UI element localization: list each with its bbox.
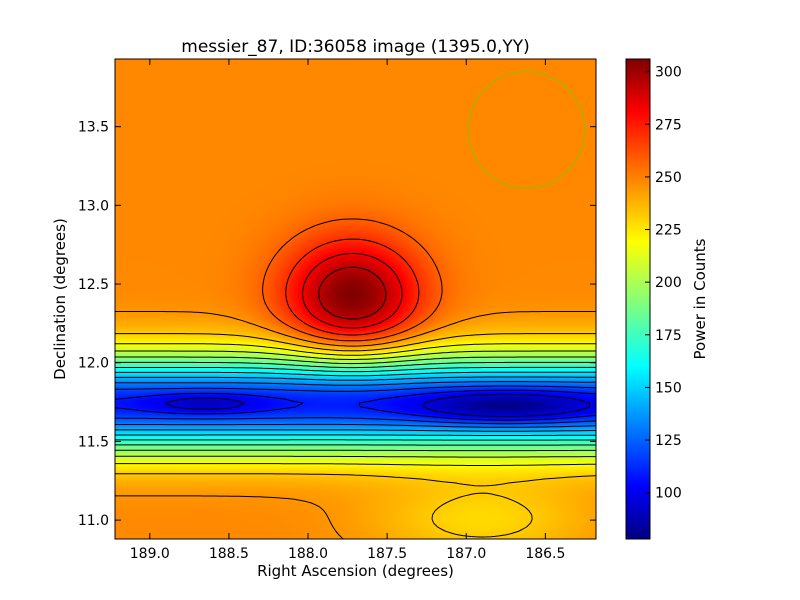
marker-circle: [467, 70, 586, 189]
colorbar-tick-label: 250: [655, 170, 682, 186]
y-tick-label: 11.0: [78, 513, 109, 529]
contour-path: [115, 218, 596, 539]
colorbar-gradient: [625, 58, 651, 540]
y-tick-label: 12.0: [78, 356, 109, 372]
x-tick-label: 186.5: [525, 546, 565, 562]
colorbar-tick-label: 225: [655, 223, 682, 239]
contour-lines: [115, 218, 596, 539]
colorbar-tick-label: 125: [655, 433, 682, 449]
colorbar-tick-label: 175: [655, 328, 682, 344]
plot-frame: [114, 58, 597, 540]
colorbar-tick-label: 300: [655, 65, 682, 81]
x-axis-label: Right Ascension (degrees): [257, 562, 454, 580]
colorbar-label: Power in Counts: [691, 238, 709, 359]
x-tick-label: 187.5: [367, 546, 407, 562]
x-tick-label: 188.0: [288, 546, 328, 562]
colorbar: 100 125 150 175 200 225 250 275 300 Power in Cou…: [625, 58, 709, 540]
heatmap-image: [115, 59, 596, 539]
x-ticks: 189.0 188.5 188.0 187.5 187.0 186.5: [130, 59, 565, 562]
y-tick-label: 13.0: [78, 198, 109, 214]
y-axis-label: Declination (degrees): [51, 218, 69, 380]
x-tick-label: 189.0: [130, 546, 170, 562]
colorbar-ticks: 100 125 150 175 200 225 250 275 300: [645, 65, 682, 502]
circle-marker: [467, 70, 586, 189]
y-ticks: 11.0 11.5 12.0 12.5 13.0 13.5: [78, 120, 596, 529]
plot-area: 189.0 188.5 188.0 187.5 187.0 186.5 11.011.51…: [78, 58, 597, 562]
colorbar-tick-label: 150: [655, 380, 682, 396]
chart-title: messier_87, ID:36058 image (1395.0,YY): [181, 37, 529, 57]
colorbar-tick-label: 275: [655, 117, 682, 133]
x-tick-label: 187.0: [446, 546, 486, 562]
y-tick-label: 12.5: [78, 277, 109, 293]
colorbar-tick-label: 100: [655, 486, 682, 502]
x-tick-label: 188.5: [209, 546, 249, 562]
y-tick-label: 11.5: [78, 434, 109, 450]
colorbar-tick-label: 200: [655, 275, 682, 291]
y-tick-label: 13.5: [78, 120, 109, 136]
